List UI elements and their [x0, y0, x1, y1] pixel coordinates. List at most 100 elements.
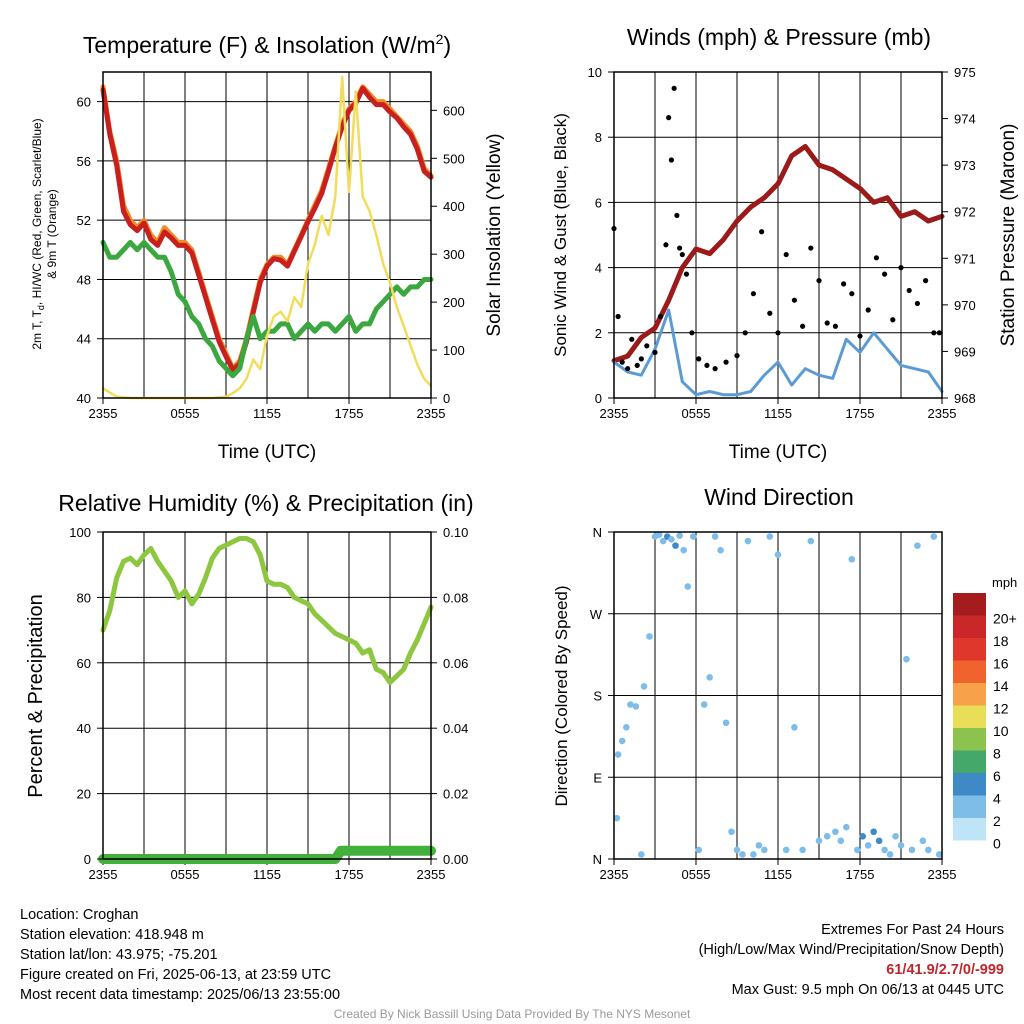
dir-point	[914, 542, 921, 549]
legend-swatch	[953, 773, 986, 796]
max-gust: Max Gust: 9.5 mph On 06/13 at 0445 UTC	[731, 982, 1004, 998]
dir-point	[782, 846, 790, 854]
station-info: Location: Croghan Station elevation: 418…	[20, 905, 340, 1005]
dir-point	[848, 555, 856, 563]
wind-series-point	[657, 313, 664, 320]
temp-ylabel-left-line2: & 9m T (Orange)	[45, 189, 59, 279]
dir-point	[623, 723, 630, 731]
legend-label: 20+	[993, 610, 1017, 626]
wind-series-point	[689, 330, 695, 336]
dir-point	[646, 633, 653, 640]
dir-point	[919, 837, 927, 845]
most-recent-timestamp: Most recent data timestamp: 2025/06/13 2…	[20, 987, 341, 1003]
wind-plot: 2355 0555 1155 1755 235502468109689699709719…	[588, 65, 976, 421]
dir-point	[886, 851, 894, 858]
rh-series-line	[100, 536, 434, 685]
rh-ytick-label-right: 0.02	[443, 787, 468, 802]
temp-xtick-label: 2355	[417, 406, 446, 421]
wind-series-point	[619, 359, 625, 365]
wind-plot-border	[613, 71, 943, 399]
dir-point	[676, 532, 683, 539]
wind-series-point	[615, 313, 621, 320]
dir-xtick-label: 2355	[600, 867, 629, 882]
temp-xlabel: Time (UTC)	[218, 442, 317, 463]
dir-point	[897, 842, 905, 849]
dir-point	[750, 851, 757, 858]
temp-ytick-label-right: 400	[443, 199, 465, 214]
dir-point	[766, 533, 774, 540]
wind-xtick-label: 1155	[764, 406, 792, 421]
legend-label: 18	[993, 633, 1009, 649]
dir-point	[930, 533, 938, 540]
dir-point	[717, 546, 724, 554]
wind-series-point	[890, 317, 896, 323]
dir-point	[613, 814, 621, 822]
legend-swatch	[953, 750, 986, 773]
wind-xtick-label: 0555	[682, 406, 711, 421]
wind-series-point	[666, 115, 672, 121]
temp-ytick-label-right: 600	[443, 103, 465, 118]
wind-series-point	[832, 323, 839, 329]
wind-series-point	[679, 251, 685, 258]
dir-point	[733, 846, 741, 854]
station-elevation: Station elevation: 418.948 m	[20, 927, 204, 943]
wind-series-point	[824, 320, 830, 326]
dir-point	[659, 537, 667, 545]
rh-ytick-label-right: 0.08	[443, 590, 468, 605]
dir-point	[881, 846, 888, 854]
dir-point	[700, 701, 708, 708]
wind-series-point	[800, 323, 806, 329]
wind-series-point	[923, 278, 929, 284]
credit-line: Created By Nick Bassill Using Data Provi…	[333, 1007, 691, 1021]
legend-label: 4	[993, 790, 1001, 806]
temp-ytick-label-right: 300	[443, 247, 465, 262]
dir-xtick-label: 1155	[764, 867, 792, 882]
dir-point	[908, 846, 916, 854]
rh-plot-border	[102, 531, 432, 860]
rh-ytick-label-right: 0.04	[443, 721, 468, 736]
dir-ylabel-left: Direction (Colored By Speed)	[552, 585, 571, 806]
dir-point	[903, 655, 910, 663]
legend-swatch	[953, 615, 986, 638]
temp-ytick-label-left: 40	[77, 391, 91, 406]
wind-series-line	[612, 308, 944, 397]
legend-label: 6	[993, 768, 1001, 784]
dir-ytick-label-left: N	[593, 852, 602, 867]
dir-ytick-label-left: S	[593, 689, 602, 704]
dir-point	[799, 846, 806, 854]
temp-ytick-label-left: 56	[77, 154, 91, 169]
station-latlon: Station lat/lon: 43.975; -75.201	[20, 947, 218, 963]
wind-series-point	[704, 362, 710, 368]
dir-point	[668, 535, 675, 543]
temp-ytick-label-right: 500	[443, 151, 465, 166]
wind-series-point	[644, 343, 650, 349]
temp-ytick-label-left: 48	[77, 272, 91, 287]
rh-ylabel-left: Percent & Precipitation	[25, 594, 47, 797]
wind-series-point	[625, 366, 631, 372]
dir-xtick-label: 2355	[928, 867, 957, 882]
wind-ytick-label-right: 969	[954, 344, 976, 359]
wind-series-point	[723, 359, 729, 365]
rh-ytick-label-left: 80	[77, 590, 91, 605]
temp-xtick-label: 1755	[335, 406, 364, 421]
temp-ytick-label-left: 60	[77, 95, 91, 110]
rh-ytick-label-left: 40	[77, 721, 91, 736]
dir-point	[695, 846, 703, 854]
temp-ytick-label-left: 44	[77, 332, 91, 347]
legend-swatch	[953, 705, 986, 728]
wind-panel-title: Winds (mph) & Pressure (mb)	[627, 24, 931, 50]
temp-plot: 2355 0555 1155 1755 235540444852566001002003…	[77, 71, 465, 421]
wind-ylabel-left: Sonic Wind & Gust (Blue, Black)	[551, 113, 570, 357]
dir-point	[875, 837, 883, 845]
temp-xtick-label: 1155	[253, 406, 281, 421]
wind-series-point	[677, 245, 683, 251]
wind-series-point	[791, 297, 798, 303]
wind-series-point	[775, 330, 781, 336]
temp-ytick-label-left: 52	[77, 213, 91, 228]
wind-series-point	[841, 281, 847, 287]
temp-panel-title: Temperature (F) & Insolation (W/m2)	[83, 31, 451, 58]
dir-point	[627, 701, 634, 708]
rh-ytick-label-right: 0.10	[443, 525, 468, 540]
